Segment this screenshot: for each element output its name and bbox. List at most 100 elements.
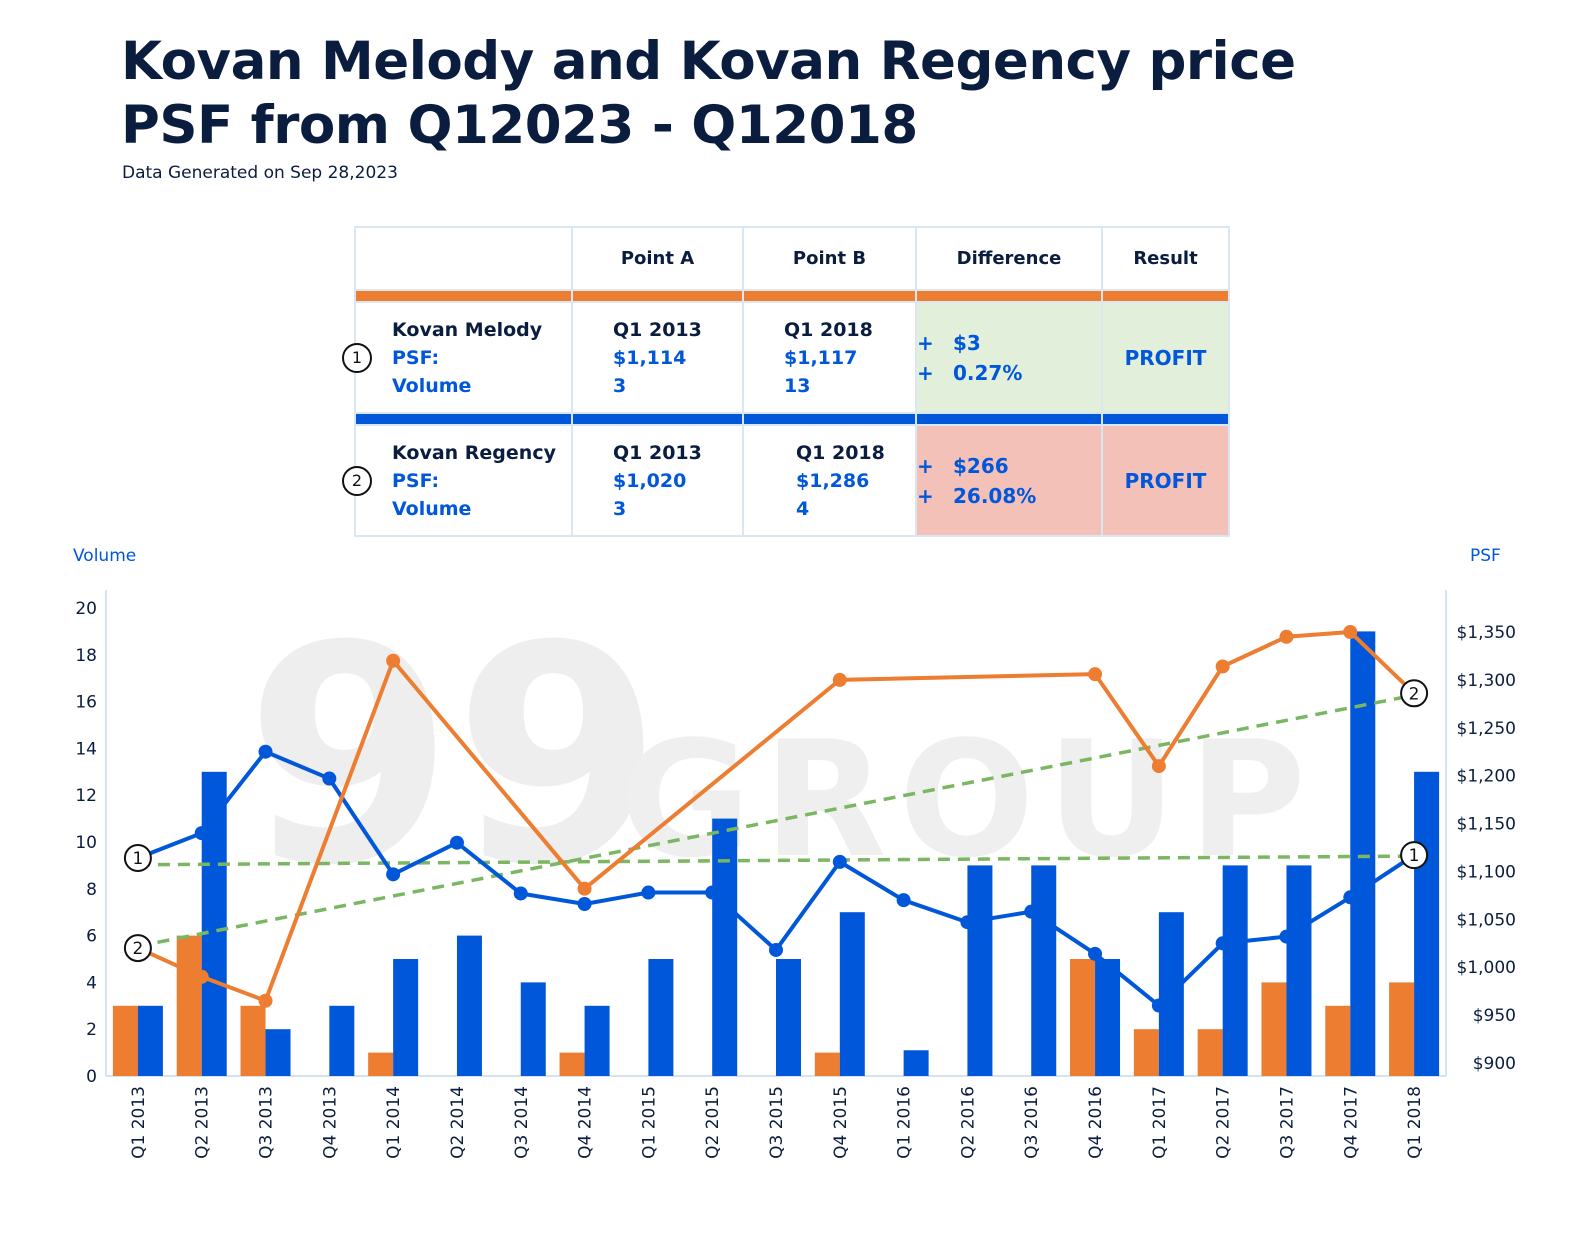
psf-point — [769, 942, 783, 957]
volume-bar — [839, 912, 865, 1076]
series-label-badge — [1400, 841, 1429, 870]
diff-pct: 26.08% — [953, 483, 1037, 508]
point-b-period: Q1 2018 — [784, 318, 873, 341]
psf-point — [322, 771, 337, 786]
x-tick-label: Q1 2013 — [129, 1086, 149, 1159]
left-tick-label: 4 — [86, 973, 97, 993]
psf-point — [705, 885, 720, 900]
left-axis-title: Volume — [73, 546, 137, 566]
point-a-volume: 3 — [613, 374, 627, 397]
volume-bar — [967, 865, 993, 1076]
result-cell: PROFIT — [1101, 301, 1230, 414]
diff-sign: + — [917, 330, 934, 355]
volume-bar — [265, 1029, 291, 1076]
volume-bar — [1070, 959, 1096, 1076]
x-tick-label: Q3 2014 — [512, 1086, 532, 1159]
x-tick-label: Q1 2017 — [1150, 1086, 1170, 1159]
x-tick-label: Q2 2014 — [448, 1086, 468, 1159]
psf-point — [1088, 946, 1103, 961]
right-tick-label: $1,350 — [1457, 623, 1516, 643]
table-header-row: Point A Point B Difference Result — [354, 225, 1230, 292]
volume-label: Volume — [392, 374, 472, 397]
left-tick-label: 2 — [86, 1020, 97, 1040]
right-tick-label: $1,000 — [1457, 958, 1516, 978]
page-title: Kovan Melody and Kovan Regency price PSF… — [121, 31, 1296, 156]
psf-point — [1024, 904, 1039, 919]
x-tick-label: Q1 2018 — [1405, 1086, 1425, 1159]
volume-bar — [559, 1052, 585, 1076]
volume-bar — [1389, 982, 1415, 1076]
psf-label: PSF: — [392, 346, 440, 369]
psf-label: PSF: — [392, 469, 440, 492]
psf-point — [1151, 759, 1166, 774]
psf-point — [1343, 890, 1358, 905]
psf-point — [832, 854, 847, 869]
series-badge-1: 1 — [342, 342, 372, 373]
psf-point — [832, 672, 847, 687]
volume-bar — [368, 1052, 394, 1076]
x-tick-label: Q4 2017 — [1341, 1086, 1361, 1159]
series-label-text: 2 — [1409, 684, 1420, 704]
x-tick-label: Q2 2013 — [193, 1086, 213, 1159]
volume-bar — [1261, 982, 1287, 1076]
point-a-period: Q1 2013 — [613, 441, 702, 464]
psf-point — [1215, 936, 1230, 951]
diff-sign: + — [917, 453, 934, 478]
x-tick-label: Q4 2014 — [576, 1086, 596, 1159]
psf-point — [577, 881, 592, 896]
row-divider-orange — [354, 290, 1230, 303]
right-tick-label: $1,050 — [1457, 910, 1516, 930]
psf-point — [1279, 929, 1294, 944]
psf-point — [577, 897, 592, 912]
comparison-table: Point A Point B Difference Result 1 Kova… — [342, 225, 1230, 537]
series-label-text: 2 — [132, 939, 143, 959]
left-tick-label: 8 — [86, 880, 97, 900]
row-divider-blue — [354, 412, 1230, 426]
point-b-cell: Q1 2018 $1,117 13 — [742, 301, 917, 414]
volume-bar — [712, 818, 738, 1076]
right-tick-label: $950 — [1473, 1006, 1516, 1026]
difference-cell: + $266 +26.08% — [915, 424, 1103, 537]
diff-abs: $3 — [953, 330, 981, 355]
x-tick-label: Q2 2015 — [703, 1086, 723, 1159]
trendline — [137, 693, 1415, 948]
point-a-psf: $1,020 — [613, 469, 687, 492]
volume-bar — [112, 1005, 138, 1076]
psf-point — [1279, 629, 1294, 644]
x-tick-label: Q4 2015 — [831, 1086, 851, 1159]
volume-bar — [520, 982, 546, 1076]
left-tick-label: 14 — [75, 739, 97, 759]
psf-point — [513, 886, 528, 901]
psf-point — [386, 653, 401, 668]
x-tick-label: Q1 2015 — [639, 1086, 659, 1159]
trendline — [137, 854, 1415, 867]
point-b-volume: 13 — [784, 374, 811, 397]
point-a-cell: Q1 2013 $1,114 3 — [571, 301, 744, 414]
series-label-text: 1 — [1409, 846, 1420, 866]
psf-point — [258, 993, 273, 1008]
x-tick-label: Q3 2013 — [257, 1086, 277, 1159]
right-tick-label: $1,150 — [1457, 815, 1516, 835]
psf-point — [896, 893, 911, 908]
x-tick-label: Q3 2015 — [767, 1086, 787, 1159]
psf-point — [641, 885, 656, 900]
series-label-badge — [1400, 679, 1429, 708]
volume-bar — [648, 959, 674, 1076]
volume-bar — [1286, 865, 1312, 1076]
name-cell: 2 Kovan Regency PSF: Volume — [342, 424, 573, 537]
psf-point — [386, 867, 401, 882]
psf-point — [1151, 998, 1166, 1013]
volume-bar — [1222, 865, 1248, 1076]
psf-point — [194, 969, 209, 984]
right-tick-label: $1,200 — [1457, 767, 1516, 787]
series-badge-2: 2 — [342, 465, 372, 496]
x-tick-label: Q4 2013 — [320, 1086, 340, 1159]
table-row-melody: 1 Kovan Melody PSF: Volume Q1 2013 $1,11… — [342, 301, 1230, 414]
volume-bar — [1031, 865, 1057, 1076]
point-b-period: Q1 2018 — [796, 441, 885, 464]
name-cell: 1 Kovan Melody PSF: Volume — [342, 301, 573, 414]
volume-bar — [814, 1052, 840, 1076]
left-tick-label: 16 — [75, 693, 97, 713]
psf-point — [258, 744, 273, 759]
